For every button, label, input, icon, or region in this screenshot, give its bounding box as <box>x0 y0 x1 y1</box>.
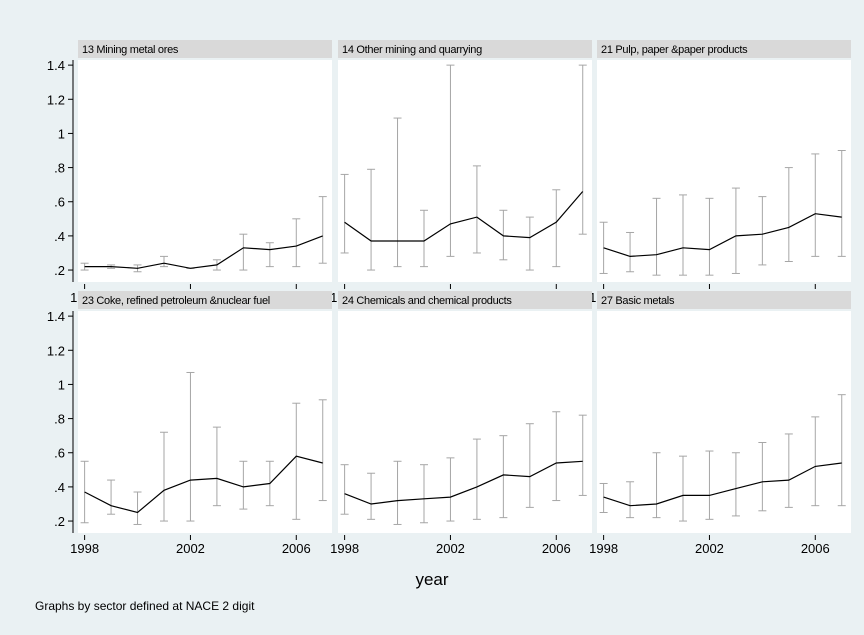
panel-plot-area <box>597 311 851 533</box>
panel-title: 21 Pulp, paper &paper products <box>601 44 748 56</box>
x-tick-label: 2006 <box>542 541 571 556</box>
mean-line <box>603 213 842 258</box>
mean-line <box>603 462 842 507</box>
y-tick-label: .2 <box>54 514 65 529</box>
panel-3: 21 Pulp, paper &paper products1998200220… <box>589 40 851 305</box>
x-tick-label: 2002 <box>176 541 205 556</box>
panel-title: 14 Other mining and quarrying <box>342 44 482 56</box>
panel-title: 23 Coke, refined petroleum &nuclear fuel <box>82 295 270 307</box>
graph-note: Graphs by sector defined at NACE 2 digit <box>35 599 255 613</box>
y-tick-label: 1.4 <box>47 58 65 73</box>
y-tick-label: 1.4 <box>47 309 65 324</box>
y-tick-label: .2 <box>54 263 65 278</box>
panel-plot-area <box>338 60 592 282</box>
panel-strip <box>78 40 332 58</box>
panel-title: 13 Mining metal ores <box>82 44 179 56</box>
panel-plot-area <box>338 311 592 533</box>
x-axis-label: year <box>415 570 448 589</box>
panel-1: 13 Mining metal ores199820022006 <box>70 40 332 305</box>
panel-strip <box>597 40 851 58</box>
y-tick-label: 1.2 <box>47 343 65 358</box>
panel-strip <box>338 40 592 58</box>
panel-title: 24 Chemicals and chemical products <box>342 295 512 307</box>
panels-group: 13 Mining metal ores19982002200614 Other… <box>47 40 851 556</box>
x-tick-label: 2002 <box>436 541 465 556</box>
panel-plot-area <box>78 311 332 533</box>
panel-strip <box>597 291 851 309</box>
panel-plot-area <box>78 60 332 282</box>
x-tick-label: 2006 <box>282 541 311 556</box>
y-tick-label: .8 <box>54 161 65 176</box>
y-axis-row-1: .2 .4 .6 .8 1 1.2 1.4 <box>47 58 74 282</box>
panel-4: 23 Coke, refined petroleum &nuclear fuel… <box>70 291 332 556</box>
panel-strip <box>338 291 592 309</box>
y-tick-label: 1 <box>58 126 65 141</box>
panel-6: 27 Basic metals 1998 2002 2006 <box>589 291 851 556</box>
y-tick-label: .4 <box>54 480 65 495</box>
panel-5: 24 Chemicals and chemical products 1998 20… <box>330 291 592 556</box>
mean-line <box>344 460 583 505</box>
mean-line <box>84 235 323 269</box>
x-tick-label: 1998 <box>330 541 359 556</box>
x-tick-label: 2006 <box>801 541 830 556</box>
y-tick-label: .6 <box>54 446 65 461</box>
panel-strip <box>78 291 332 309</box>
mean-line <box>344 191 584 242</box>
panel-title: 27 Basic metals <box>601 295 675 307</box>
y-tick-label: 1 <box>58 377 65 392</box>
y-tick-label: .4 <box>54 229 65 244</box>
panel-plot-area <box>597 60 851 282</box>
x-tick-label: 1998 <box>589 541 618 556</box>
mean-line <box>84 455 323 514</box>
y-tick-label: 1.2 <box>47 92 65 107</box>
y-tick-label: .8 <box>54 412 65 427</box>
x-tick-label: 1998 <box>70 541 99 556</box>
panel-2: 14 Other mining and quarrying19982002200… <box>330 40 592 305</box>
x-tick-label: 2002 <box>695 541 724 556</box>
y-tick-label: .6 <box>54 195 65 210</box>
y-axis-row-2: .2 .4 .6 .8 1 1.2 1.4 <box>47 309 74 533</box>
